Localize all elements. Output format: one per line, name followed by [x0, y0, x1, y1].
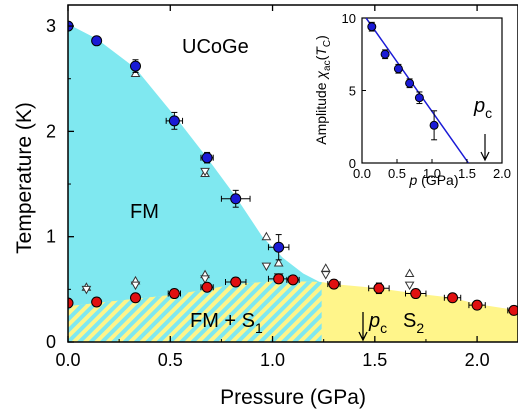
superconducting-point [201, 281, 213, 293]
triangle-up-point [320, 263, 331, 272]
curie-temperature-point [168, 115, 180, 127]
pc-label: pc [368, 310, 387, 336]
inset-pc-label: pc [473, 95, 492, 121]
superconducting-point [68, 297, 74, 309]
y-tick-label: 2 [46, 121, 56, 141]
amplitude-point [380, 49, 390, 59]
triangle-down-point [261, 262, 272, 272]
triangle-down-point [200, 275, 210, 284]
x-tick-label: 0.0 [55, 350, 80, 370]
superconducting-point [168, 288, 180, 300]
main-plot-frame [67, 4, 518, 343]
inset-y-title: Amplitude χac(TC) [313, 35, 333, 145]
superconducting-point [410, 288, 422, 300]
curie-temperature-point [130, 60, 141, 72]
triangle-down-point [81, 285, 92, 295]
sample-title: UCoGe [182, 36, 249, 58]
fm-region [68, 23, 322, 342]
triangle-down-point [130, 281, 141, 291]
superconducting-point [230, 276, 242, 288]
x-tick-label: 1.0 [260, 350, 285, 370]
x-axis-title: Pressure (GPa) [220, 386, 366, 409]
pc-arrow [358, 312, 368, 342]
superconducting-point [373, 282, 385, 294]
inset-x-tick-label: 0.0 [353, 166, 371, 181]
inset-x-tick-label: 1.5 [458, 166, 476, 181]
superconducting-point [447, 292, 459, 304]
superconducting-point [273, 273, 285, 285]
inset-x-tick-label: 1.0 [423, 166, 441, 181]
curie-temperature-point [91, 35, 103, 47]
amplitude-point [393, 64, 403, 74]
amplitude-point [405, 78, 415, 88]
curie-temperature-point [230, 193, 242, 205]
inset-x-tick-label: 2.0 [493, 166, 511, 181]
superconducting-point [91, 296, 103, 308]
inset-pc-arrow [480, 134, 490, 162]
x-tick-label: 2.0 [465, 350, 490, 370]
superconducting-point [287, 274, 299, 286]
inset-y-tick-label: 10 [342, 11, 356, 26]
triangle-up-point [261, 231, 272, 241]
triangle-up-point [404, 268, 415, 278]
x-tick-label: 0.5 [158, 350, 183, 370]
curie-temperature-point [201, 152, 213, 164]
y-tick-label: 0 [46, 332, 56, 352]
inset-y-tick-label: 0 [349, 156, 356, 171]
amplitude-point [429, 120, 439, 130]
superconducting-point [508, 304, 518, 316]
amplitude-point [414, 93, 424, 103]
x-tick-label: 1.5 [362, 350, 387, 370]
triangle-up-point [273, 258, 284, 267]
superconducting-point [130, 292, 141, 304]
curie-temperature-point [273, 241, 285, 253]
superconducting-point [471, 299, 483, 311]
inset-chart: 0.0 0.5 1.0 1.5 2.0 0 5 10 pc p (GPa) Amplitude… [313, 11, 511, 188]
inset-background [361, 17, 503, 164]
y-axis-title: Temperature (K) [13, 102, 36, 254]
inset-y-tick-label: 5 [349, 84, 356, 99]
y-tick-label: 3 [46, 16, 56, 36]
linear-fit-line [365, 18, 470, 163]
s2-label: S2 [403, 310, 424, 336]
amplitude-point [367, 22, 377, 32]
fm-s1-hatched-region [68, 280, 322, 342]
inset-x-title: p (GPa) [408, 172, 458, 188]
y-tick-label: 1 [46, 227, 56, 247]
inset-x-tick-label: 0.5 [388, 166, 406, 181]
fm-s1-label: FM + S1 [190, 310, 263, 336]
fm-label: FM [130, 201, 159, 223]
triangle-down-point [200, 167, 210, 177]
superconducting-point [328, 278, 340, 290]
triangle-down-point [404, 281, 415, 291]
triangle-down-point [320, 271, 331, 280]
